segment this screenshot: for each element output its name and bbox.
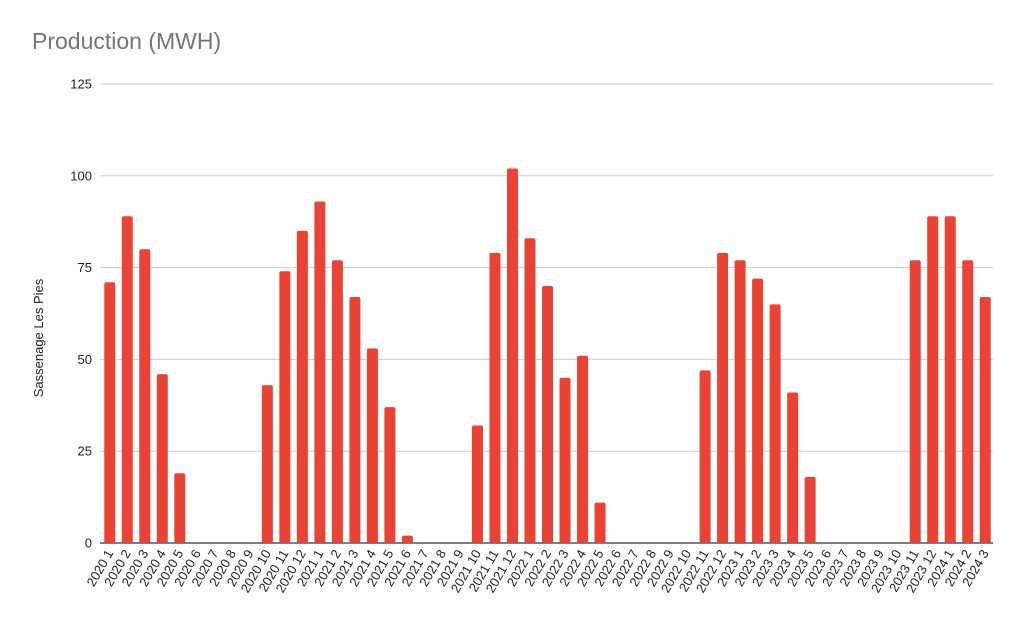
bar bbox=[542, 285, 553, 543]
bar bbox=[401, 535, 413, 543]
bar bbox=[279, 271, 291, 543]
bar bbox=[506, 168, 518, 543]
y-axis-ticks: 0 25 50 75 100 125 bbox=[70, 77, 92, 551]
y-tick-label: 25 bbox=[78, 444, 92, 459]
bar bbox=[139, 249, 151, 544]
bar bbox=[594, 502, 606, 543]
bar bbox=[261, 385, 273, 543]
y-tick-label: 50 bbox=[78, 352, 92, 367]
bar bbox=[769, 304, 781, 543]
y-axis-label: Sassenage Les Pies bbox=[31, 278, 46, 397]
bar bbox=[962, 260, 974, 543]
bar bbox=[944, 216, 956, 543]
bar bbox=[489, 252, 501, 544]
bar bbox=[559, 377, 571, 543]
bar bbox=[752, 278, 764, 543]
chart-title: Production (MWH) bbox=[32, 28, 222, 54]
bar bbox=[787, 392, 799, 543]
bar bbox=[717, 252, 729, 544]
bar bbox=[366, 348, 378, 543]
bar bbox=[296, 230, 308, 543]
bar bbox=[524, 238, 536, 543]
bar bbox=[331, 260, 343, 543]
bar bbox=[156, 374, 168, 543]
bar bbox=[909, 260, 921, 543]
bar bbox=[734, 260, 746, 543]
bar bbox=[804, 476, 816, 543]
bar bbox=[927, 216, 939, 543]
y-tick-label: 0 bbox=[85, 536, 92, 551]
y-tick-label: 75 bbox=[78, 260, 92, 275]
bar bbox=[471, 425, 483, 543]
bar bbox=[104, 282, 116, 543]
bar bbox=[699, 370, 711, 543]
bar bbox=[979, 296, 991, 543]
bar bbox=[174, 473, 186, 543]
bar bbox=[314, 201, 326, 543]
bars bbox=[104, 168, 991, 544]
y-tick-label: 100 bbox=[70, 168, 92, 183]
y-tick-label: 125 bbox=[70, 77, 92, 92]
bar bbox=[577, 355, 589, 543]
bar bbox=[384, 407, 396, 543]
bar bbox=[121, 216, 133, 543]
bar bbox=[349, 296, 361, 543]
